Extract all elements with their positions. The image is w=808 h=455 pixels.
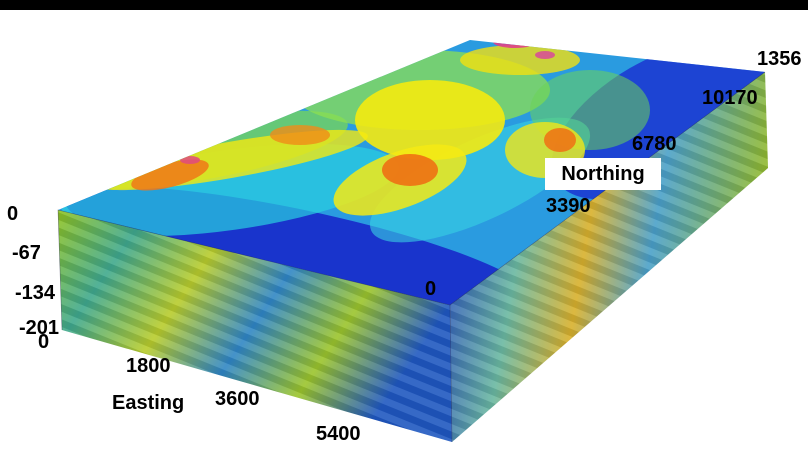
depth-tick-3: -201 xyxy=(19,317,60,339)
depth-tick-0: 0 xyxy=(7,203,19,225)
depth-tick-2: -134 xyxy=(15,282,56,304)
northing-tick-1: 3390 xyxy=(546,195,591,217)
easting-tick-3: 5400 xyxy=(316,423,361,445)
easting-tick-1: 1800 xyxy=(126,355,171,377)
northing-tick-0: 0 xyxy=(425,278,437,300)
top-bar xyxy=(0,0,808,10)
easting-axis-label: Easting xyxy=(112,392,185,414)
northing-tick-2: 6780 xyxy=(632,133,677,155)
easting-tick-2: 3600 xyxy=(215,388,260,410)
northing-tick-4: 1356 xyxy=(757,48,802,70)
northing-tick-3: 10170 xyxy=(702,87,758,109)
easting-tick-0: 0 xyxy=(38,331,50,353)
northing-axis-label: Northing xyxy=(545,158,661,190)
depth-tick-1: -67 xyxy=(12,242,41,264)
